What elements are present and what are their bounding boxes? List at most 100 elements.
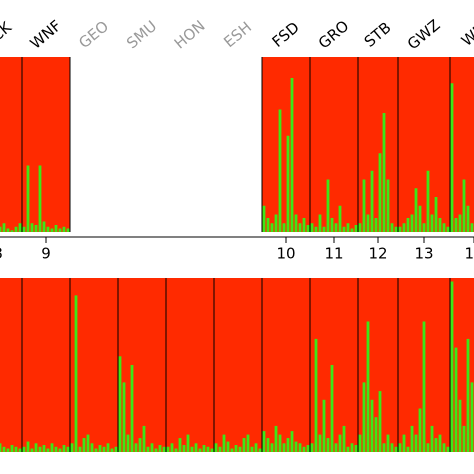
ancestry-bar — [466, 338, 470, 452]
ancestry-bar — [102, 446, 106, 452]
ancestry-bar — [2, 446, 6, 452]
group-number: 13 — [414, 245, 433, 263]
ancestry-bar — [390, 443, 394, 452]
ancestry-bar — [82, 438, 86, 452]
population-label: FSD — [269, 18, 303, 51]
ancestry-bar — [0, 443, 2, 452]
ancestry-bar — [6, 448, 10, 452]
group-number: 11 — [324, 245, 343, 263]
group-background — [0, 278, 22, 452]
ancestry-bar — [350, 228, 354, 232]
ancestry-bar — [310, 443, 314, 452]
ancestry-bar — [366, 214, 370, 232]
ancestry-bar — [62, 226, 66, 232]
ancestry-bar — [46, 226, 50, 232]
ancestry-bar — [230, 448, 234, 452]
ancestry-bar — [22, 446, 26, 452]
ancestry-bar — [194, 443, 198, 452]
ancestry-bar — [326, 179, 330, 232]
ancestry-bar — [454, 218, 458, 232]
ancestry-bar — [318, 434, 322, 452]
group-background — [310, 57, 358, 232]
ancestry-bar — [210, 448, 214, 452]
population-label: SMU — [123, 17, 160, 52]
ancestry-bar — [258, 448, 262, 452]
ancestry-bar — [30, 448, 34, 452]
ancestry-bar — [50, 228, 54, 232]
ancestry-bar — [398, 443, 402, 452]
ancestry-bar — [434, 438, 438, 452]
ancestry-bar — [222, 434, 226, 452]
ancestry-bar — [442, 443, 446, 452]
ancestry-bar — [10, 445, 14, 452]
ancestry-bar — [298, 443, 302, 452]
ancestry-bar — [26, 441, 30, 452]
ancestry-bar — [346, 446, 350, 452]
population-label: ECK — [0, 17, 16, 51]
ancestry-bar — [450, 83, 454, 232]
ancestry-bar — [302, 218, 306, 232]
ancestry-bar — [0, 226, 2, 232]
group-background — [70, 278, 118, 452]
ancestry-bar — [306, 445, 310, 452]
group-background — [166, 278, 214, 452]
ancestry-bar — [10, 230, 14, 232]
ancestry-bar — [354, 225, 358, 232]
ancestry-bar — [190, 446, 194, 452]
ancestry-bar — [398, 226, 402, 232]
group-background — [262, 57, 310, 232]
group-background — [262, 278, 310, 452]
ancestry-bar — [470, 223, 474, 232]
ancestry-bar — [362, 382, 366, 452]
ancestry-bar — [410, 214, 414, 232]
ancestry-bar — [334, 443, 338, 452]
ancestry-bar — [58, 228, 62, 232]
ancestry-bar — [186, 434, 190, 452]
ancestry-bar — [142, 425, 146, 452]
ancestry-bar — [442, 223, 446, 232]
ancestry-bar — [358, 223, 362, 232]
ancestry-bar — [310, 223, 314, 232]
ancestry-bar — [238, 446, 242, 452]
ancestry-bar — [294, 214, 298, 232]
ancestry-bar — [322, 226, 326, 232]
population-label: GWZ — [404, 16, 444, 53]
ancestry-bar — [94, 448, 98, 452]
group-background — [450, 278, 474, 452]
ancestry-bar — [166, 446, 170, 452]
ancestry-bar — [358, 434, 362, 452]
ancestry-bar — [394, 446, 398, 452]
ancestry-bar — [286, 438, 290, 452]
ancestry-bar — [46, 448, 50, 452]
population-label: STB — [361, 18, 395, 50]
ancestry-bar — [90, 443, 94, 452]
ancestry-bar — [338, 205, 342, 232]
ancestry-bar — [30, 223, 34, 232]
ancestry-bar — [18, 448, 22, 452]
ancestry-bar — [98, 445, 102, 452]
ancestry-bar — [218, 446, 222, 452]
ancestry-bar — [66, 228, 70, 232]
ancestry-bar — [314, 226, 318, 232]
ancestry-bar — [394, 226, 398, 232]
ancestry-bar — [350, 443, 354, 452]
ancestry-bar — [26, 165, 30, 232]
ancestry-bar — [330, 218, 334, 232]
ancestry-bar — [34, 225, 38, 232]
ancestry-bar — [126, 434, 130, 452]
ancestry-bar — [150, 443, 154, 452]
ancestry-bar — [302, 446, 306, 452]
ancestry-bar — [58, 448, 62, 452]
group-background — [450, 57, 474, 232]
group-number: 9 — [41, 245, 51, 263]
ancestry-bar — [406, 446, 410, 452]
ancestry-bar — [290, 78, 294, 232]
ancestry-bar — [106, 443, 110, 452]
ancestry-bar — [434, 197, 438, 232]
ancestry-bar — [242, 438, 246, 452]
ancestry-bar — [66, 446, 70, 452]
ancestry-bar — [42, 445, 46, 452]
ancestry-bar — [406, 218, 410, 232]
ancestry-bar — [254, 443, 258, 452]
